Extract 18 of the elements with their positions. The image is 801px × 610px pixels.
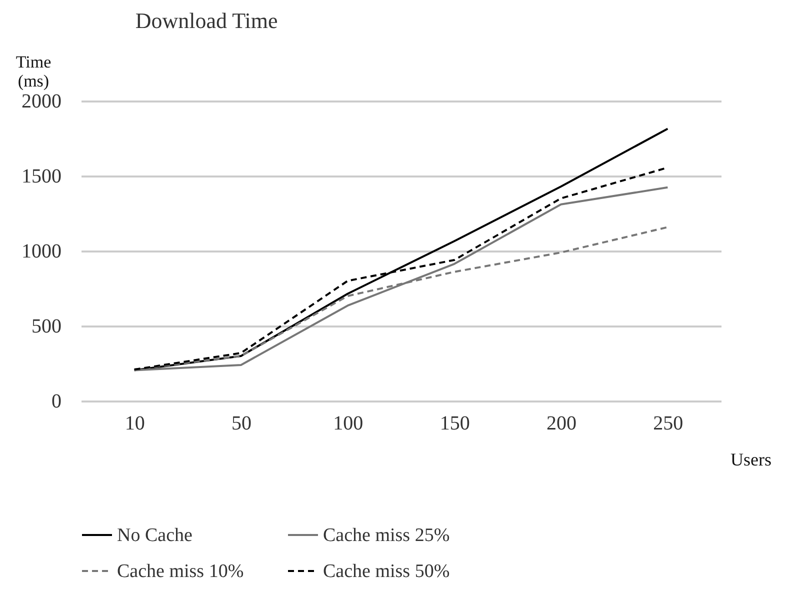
chart-title: Download Time [135, 8, 278, 33]
y-axis-title: Time (ms) [16, 52, 52, 90]
x-tick-label: 100 [333, 412, 364, 434]
x-tick-label: 10 [124, 412, 145, 434]
legend-label: Cache miss 50% [323, 561, 450, 582]
y-tick-label: 2000 [22, 90, 62, 112]
y-tick-label: 0 [52, 390, 62, 412]
legend-label: Cache miss 10% [117, 561, 244, 582]
x-axis-title: Users [730, 450, 772, 470]
y-tick-label: 500 [32, 316, 62, 338]
x-tick-label: 250 [653, 412, 684, 434]
y-tick-label: 1500 [22, 166, 62, 188]
legend-label: No Cache [117, 525, 192, 546]
x-tick-label: 200 [546, 412, 576, 434]
y-tick-label: 1000 [22, 240, 62, 262]
legend-label: Cache miss 25% [323, 525, 450, 546]
x-tick-label: 150 [440, 412, 470, 434]
x-tick-label: 50 [232, 412, 252, 434]
